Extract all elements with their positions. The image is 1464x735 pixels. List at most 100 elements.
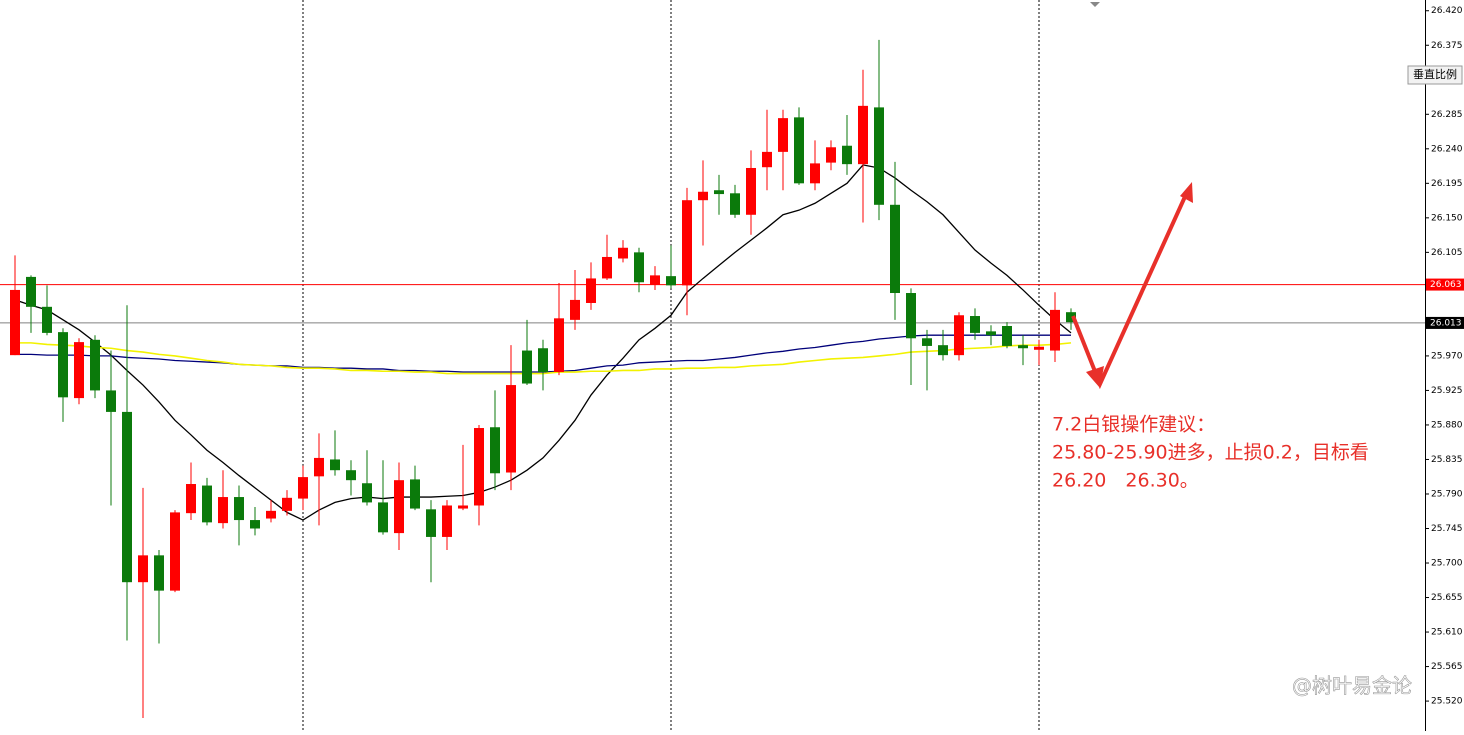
candle-body (282, 497, 292, 511)
candle-body (682, 200, 692, 286)
arrow-head (1086, 366, 1104, 388)
watermark: @树叶易金论 (1292, 674, 1412, 698)
y-tick-label: 26.195 (1431, 179, 1463, 189)
candle-body (1034, 346, 1044, 350)
candle-body (218, 497, 228, 524)
candle-body (298, 477, 308, 499)
candle-body (986, 331, 996, 336)
annotation: 25.80-25.90进多，止损0.2，目标看 (1052, 442, 1369, 464)
candle-body (746, 167, 756, 215)
y-tick-label: 25.655 (1431, 593, 1463, 603)
shift-marker (1090, 2, 1100, 7)
candle-body (618, 247, 628, 259)
candle-body (922, 338, 932, 346)
candle-body (474, 428, 484, 506)
candle-body (602, 256, 612, 279)
y-tick-label: 25.520 (1431, 697, 1463, 707)
candle-body (26, 276, 36, 307)
y-tick-label: 25.925 (1431, 386, 1463, 396)
candle-body (426, 509, 436, 537)
candle-body (442, 505, 452, 537)
scale-button[interactable] (1407, 65, 1463, 85)
y-tick-label: 25.880 (1431, 420, 1463, 430)
annotation: 7.2白银操作建议： (1052, 414, 1215, 436)
candle-body (122, 411, 132, 583)
candle-body (58, 332, 68, 398)
y-tick-label: 25.610 (1431, 628, 1463, 638)
y-tick-label: 25.745 (1431, 524, 1463, 534)
candle-body (1066, 312, 1076, 323)
candle-body (506, 385, 516, 473)
price-label: 26.063 (1430, 280, 1462, 290)
candle-body (266, 510, 276, 519)
scale-button-label[interactable]: 垂直比例 (1413, 67, 1457, 81)
price-label-box (1426, 278, 1464, 291)
candle-body (362, 483, 372, 503)
y-tick-label: 25.565 (1431, 662, 1463, 672)
y-tick-label: 26.240 (1431, 144, 1463, 154)
candle-body (378, 502, 388, 533)
price-label: 26.013 (1430, 318, 1462, 328)
candle-body (490, 427, 500, 474)
candle-body (522, 350, 532, 384)
candle-body (106, 390, 116, 412)
candle-body (170, 512, 180, 591)
candle-body (730, 193, 740, 215)
candle-body (890, 204, 900, 294)
candle-body (202, 485, 212, 523)
price-label-box (1426, 316, 1464, 329)
y-tick-label: 26.285 (1431, 110, 1463, 120)
candle-body (778, 118, 788, 152)
candle-body (874, 107, 884, 205)
y-tick-label: 26.375 (1431, 41, 1463, 51)
candle-body (42, 306, 52, 333)
candle-body (330, 459, 340, 471)
candle-body (954, 315, 964, 356)
candle-body (970, 316, 980, 333)
plot-area (0, 0, 1426, 731)
candle-body (938, 345, 948, 356)
candle-body (666, 276, 676, 286)
candle-body (234, 497, 244, 521)
candle-body (346, 470, 356, 481)
candle-body (1002, 325, 1012, 346)
candle-body (698, 191, 708, 201)
y-tick-label: 25.970 (1431, 351, 1463, 361)
candle-body (826, 147, 836, 163)
candle-body (1050, 309, 1060, 351)
y-tick-label: 25.790 (1431, 489, 1463, 499)
arrow-head (1180, 182, 1193, 203)
candle-body (1018, 345, 1028, 349)
candle-body (762, 151, 772, 168)
y-tick-label: 26.420 (1431, 6, 1463, 16)
candle-body (538, 348, 548, 373)
candle-body (10, 289, 20, 356)
candle-body (154, 555, 164, 591)
candle-body (810, 163, 820, 184)
candle-body (250, 520, 260, 529)
candle-body (90, 339, 100, 391)
candle-body (410, 479, 420, 509)
candle-body (634, 252, 644, 283)
candle-body (858, 105, 868, 165)
annotation: 26.20 26.30。 (1052, 470, 1199, 492)
candle-body (906, 293, 916, 339)
y-tick-label: 26.150 (1431, 213, 1463, 223)
candle-body (554, 318, 564, 373)
candle-body (74, 342, 84, 399)
candle-body (714, 190, 724, 195)
y-tick-label: 26.105 (1431, 248, 1463, 258)
y-tick-label: 25.835 (1431, 455, 1463, 465)
candle-body (842, 145, 852, 165)
candle-body (314, 457, 324, 477)
candle-body (586, 278, 596, 303)
candle-body (138, 555, 148, 583)
candle-body (570, 299, 580, 320)
candle-body (794, 117, 804, 184)
candle-body (394, 480, 404, 534)
watermark-logo (1265, 677, 1285, 697)
candle-body (458, 505, 468, 509)
y-tick-label: 25.700 (1431, 559, 1463, 569)
candle-body (650, 275, 660, 285)
